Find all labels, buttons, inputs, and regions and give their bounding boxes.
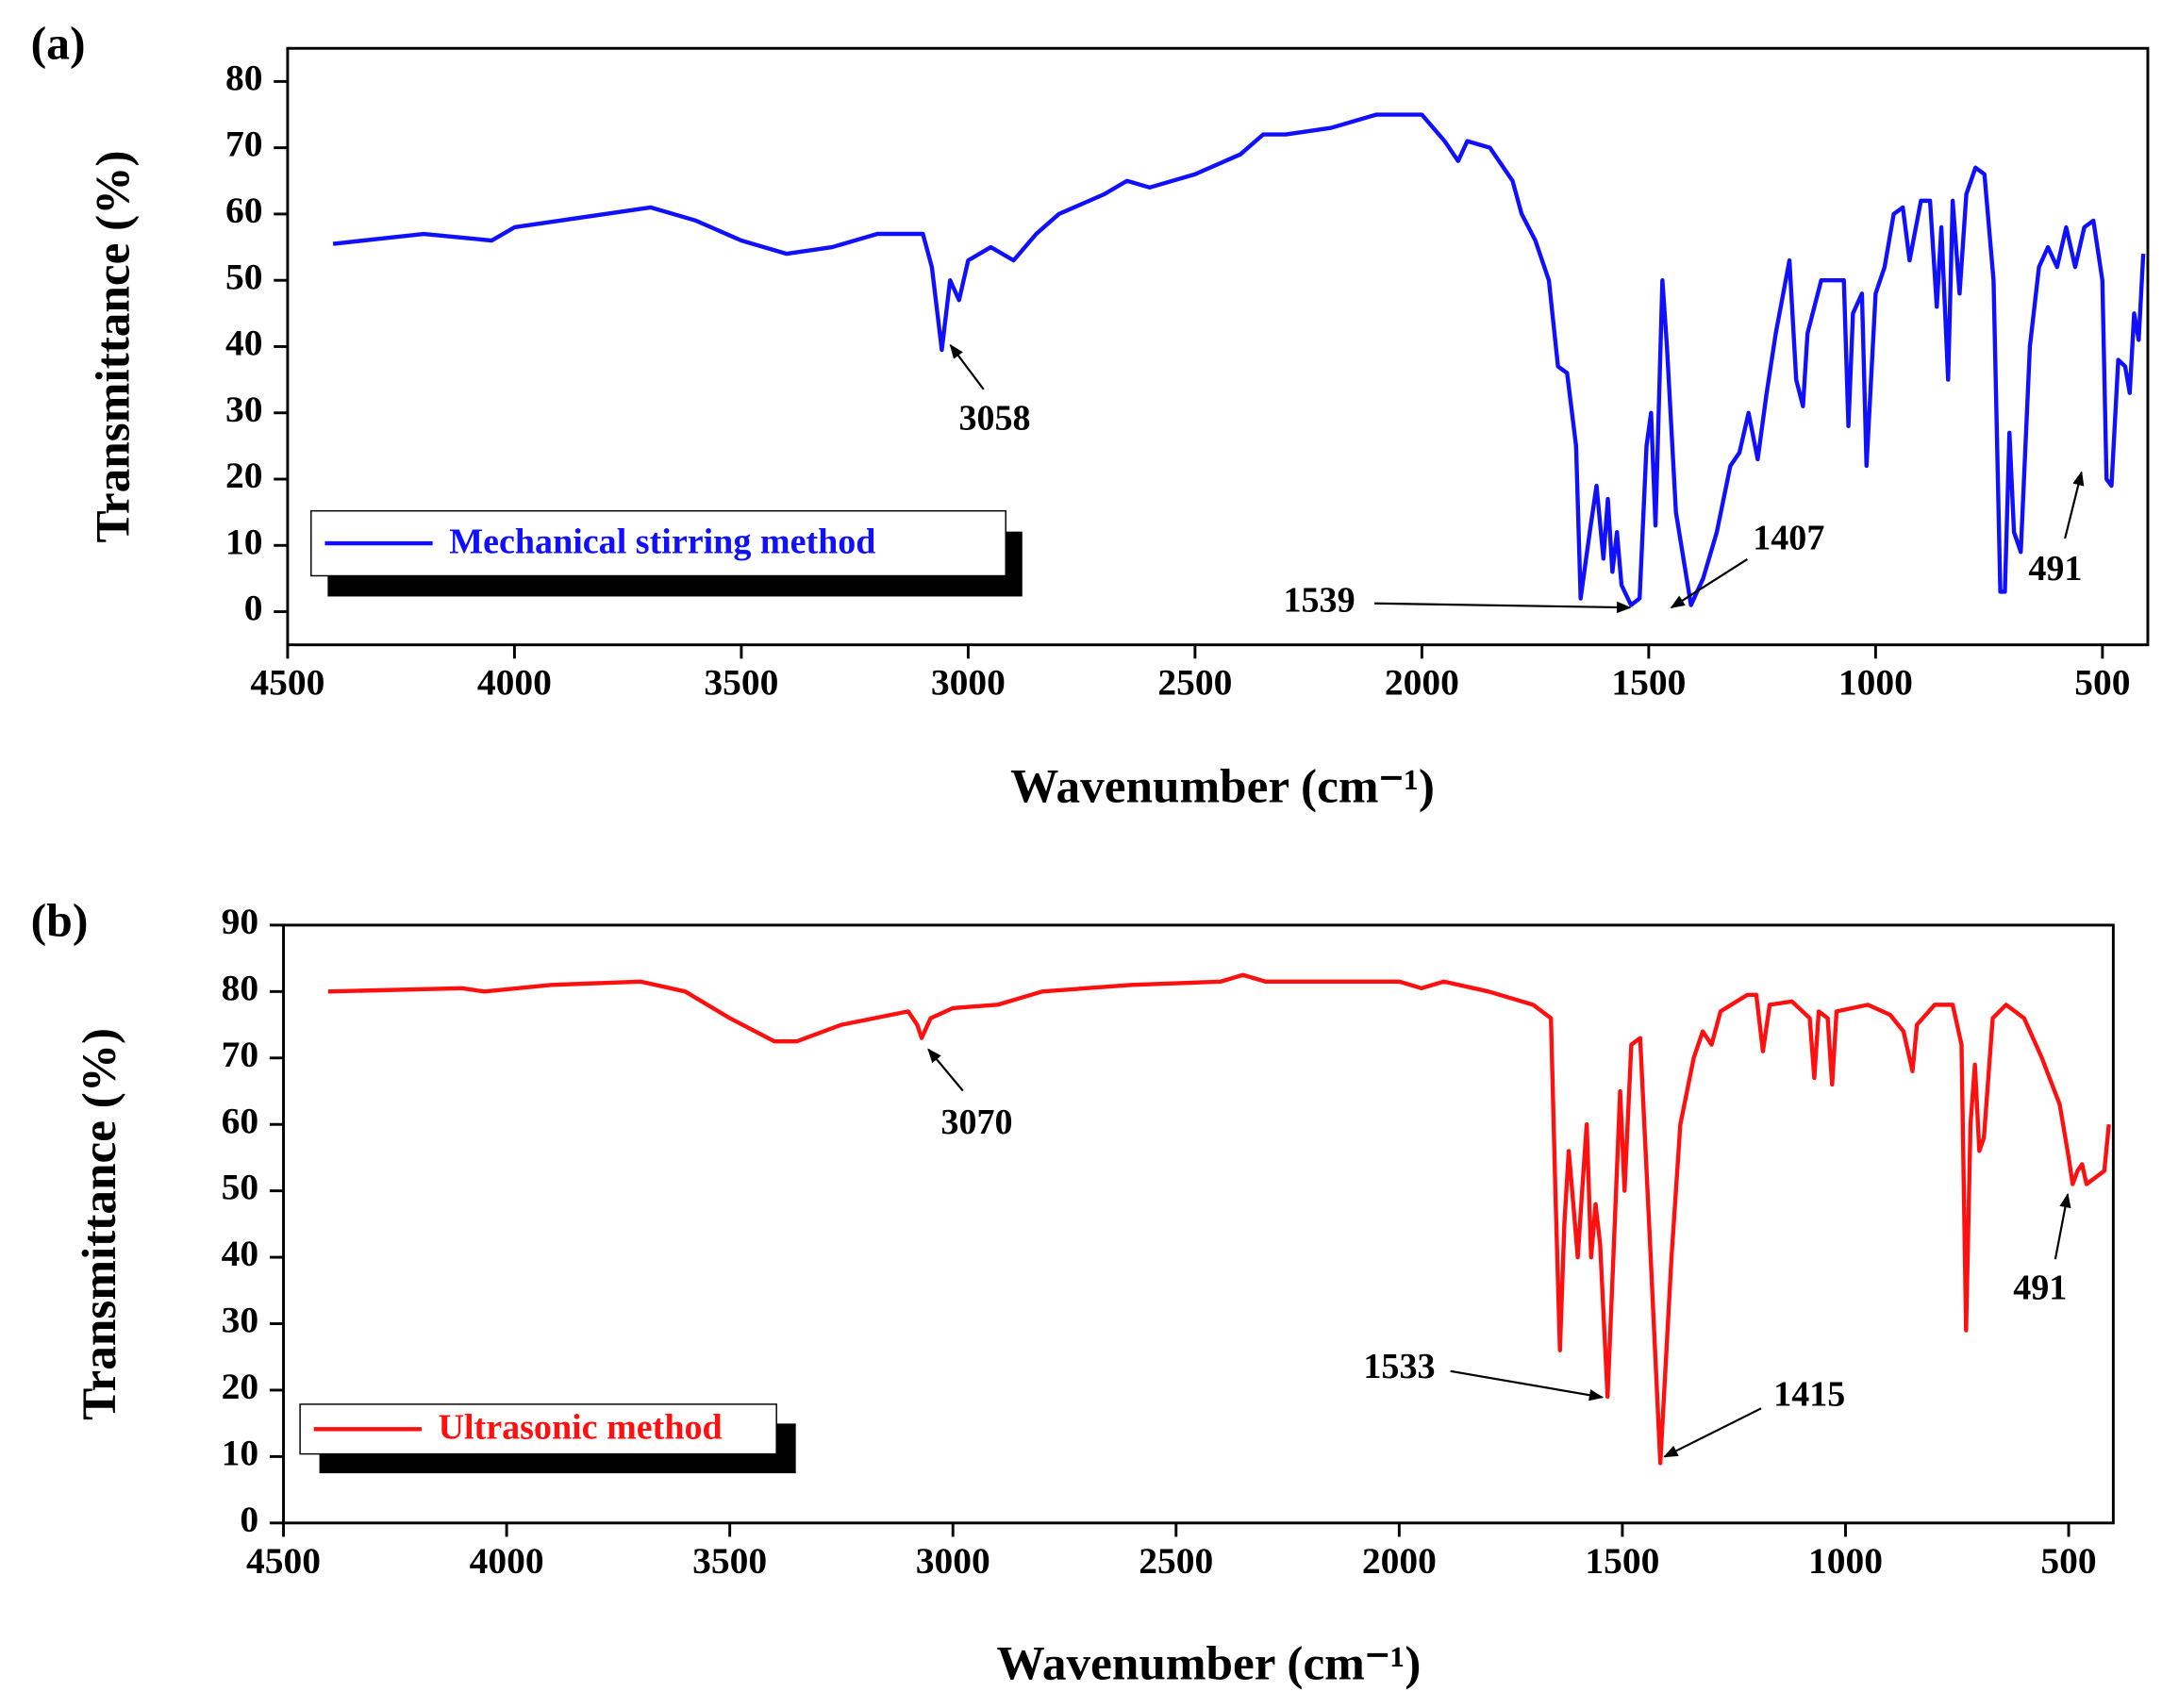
- y-tick-label: 50: [225, 256, 263, 297]
- annotation: 3058: [958, 398, 1030, 438]
- annotation-arrow: [1450, 1369, 1605, 1401]
- panel-label: (b): [31, 894, 89, 946]
- x-tick-label: 2500: [1157, 662, 1232, 704]
- legend-label: Ultrasonic method: [438, 1407, 722, 1447]
- x-tick-label: 2000: [1385, 662, 1459, 704]
- annotation: 1539: [1283, 581, 1355, 621]
- x-tick-label: 1500: [1611, 662, 1686, 704]
- x-tick-label: 1000: [1838, 662, 1913, 704]
- y-tick-label: 70: [222, 1034, 259, 1075]
- y-tick-label: 0: [244, 588, 263, 629]
- y-tick-label: 30: [222, 1300, 259, 1341]
- x-axis-title: Wavenumber (cm⁻¹): [996, 1636, 1421, 1690]
- y-tick-label: 60: [222, 1100, 259, 1141]
- annotation-arrow: [2054, 1192, 2071, 1260]
- y-tick-label: 20: [225, 455, 263, 496]
- annotation: 491: [2028, 549, 2082, 589]
- annotation: 1415: [1773, 1374, 1845, 1414]
- annotation: 1533: [1363, 1347, 1435, 1386]
- y-tick-label: 50: [222, 1167, 259, 1208]
- annotation: 491: [2013, 1269, 2067, 1308]
- x-tick-label: 1500: [1585, 1540, 1659, 1582]
- annotation: 3070: [940, 1103, 1012, 1142]
- x-tick-label: 3500: [704, 662, 778, 704]
- x-tick-label: 3000: [931, 662, 1006, 704]
- panel: 4500 4000 3500 3000 2500 2000 1500 1000 500 0 10 20…: [31, 18, 2150, 814]
- spectrum-line: [332, 112, 2146, 607]
- annotation: 1407: [1753, 519, 1824, 558]
- x-tick-label: 2500: [1139, 1540, 1213, 1582]
- x-tick-label: 4500: [250, 662, 324, 704]
- annotation-arrow: [1670, 558, 1748, 609]
- y-tick-label: 60: [225, 190, 263, 231]
- x-tick-label: 4500: [246, 1540, 321, 1582]
- y-axis-title: Transmittance (%): [87, 150, 141, 542]
- y-axis-title: Transmittance (%): [73, 1028, 126, 1420]
- x-tick-label: 2000: [1362, 1540, 1437, 1582]
- x-axis-title: Wavenumber (cm⁻¹): [1010, 760, 1435, 814]
- x-tick-label: 4000: [470, 1540, 544, 1582]
- x-tick-label: 500: [2040, 1540, 2096, 1582]
- y-tick-label: 10: [222, 1432, 259, 1473]
- annotation-arrow: [927, 1048, 964, 1092]
- y-tick-label: 30: [225, 389, 263, 430]
- y-tick-label: 90: [222, 901, 259, 942]
- spectrum-line: [327, 972, 2111, 1466]
- panel-label: (a): [31, 18, 86, 70]
- y-tick-label: 80: [222, 967, 259, 1008]
- x-tick-label: 3500: [692, 1540, 767, 1582]
- y-tick-label: 20: [222, 1366, 259, 1407]
- plot-frame: [282, 923, 2115, 1525]
- y-tick-label: 40: [225, 323, 263, 364]
- annotation-arrow: [1374, 601, 1632, 614]
- annotation-arrow: [1663, 1407, 1762, 1458]
- x-tick-label: 4000: [477, 662, 552, 704]
- y-tick-label: 0: [240, 1499, 258, 1540]
- panel: 4500 4000 3500 3000 2500 2000 1500 1000 500 0 10 20…: [31, 894, 2115, 1690]
- annotation-arrow: [949, 343, 985, 390]
- y-tick-label: 80: [225, 57, 263, 98]
- y-tick-label: 70: [225, 124, 263, 165]
- x-tick-label: 3000: [916, 1540, 990, 1582]
- legend-label: Mechanical stirring method: [449, 522, 875, 561]
- annotation-arrow: [2064, 471, 2085, 539]
- x-tick-label: 1000: [1808, 1540, 1883, 1582]
- x-tick-label: 500: [2074, 662, 2130, 704]
- y-tick-label: 10: [225, 521, 263, 562]
- y-tick-label: 40: [222, 1233, 259, 1274]
